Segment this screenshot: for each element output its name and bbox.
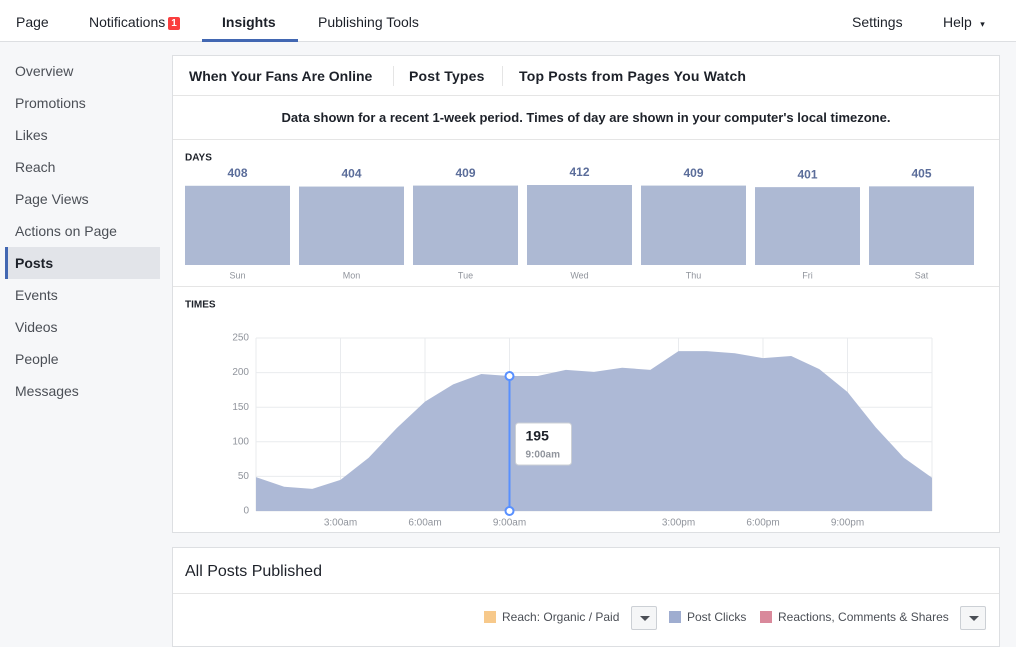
legend-item: Reach: Organic / Paid (484, 610, 619, 624)
y-tick-label: 50 (238, 471, 250, 482)
legend-label: Post Clicks (687, 610, 747, 624)
legend-item: Post Clicks (669, 610, 746, 624)
sidebar-item[interactable]: Reach (15, 159, 56, 175)
y-tick-label: 150 (232, 402, 249, 413)
area (256, 351, 932, 511)
sidebar-item[interactable]: Promotions (15, 95, 86, 111)
legend-item: Reactions, Comments & Shares (760, 610, 949, 624)
sidebar-item[interactable]: Likes (15, 127, 48, 143)
x-tick-label: Fri (802, 270, 813, 280)
divider (393, 66, 394, 86)
y-tick-label: 100 (232, 436, 249, 447)
tab[interactable]: When Your Fans Are Online (189, 68, 373, 84)
bar (527, 185, 632, 265)
sidebar-item[interactable]: Videos (15, 319, 58, 335)
sidebar-item[interactable]: Actions on Page (15, 223, 117, 239)
legend-swatch (669, 611, 681, 623)
value-label: 409 (455, 166, 475, 180)
divider (173, 95, 999, 96)
sidebar-item[interactable]: Posts (5, 247, 160, 279)
value-label: 404 (341, 167, 361, 181)
bar (641, 185, 746, 265)
value-label: 409 (683, 166, 703, 180)
nav-item[interactable]: Settings (852, 14, 903, 30)
bar (755, 187, 860, 265)
divider (173, 593, 999, 594)
tab[interactable]: Top Posts from Pages You Watch (519, 68, 747, 84)
x-tick-label: Mon (343, 270, 361, 280)
tooltip-value: 195 (526, 428, 550, 444)
y-tick-label: 0 (243, 506, 249, 517)
divider (502, 66, 503, 86)
section-title: All Posts Published (185, 563, 322, 580)
sidebar-item[interactable]: People (15, 351, 59, 367)
x-tick-label: 3:00am (324, 518, 357, 529)
bar (869, 186, 974, 265)
chart-title: DAYS (185, 153, 212, 164)
nav-item[interactable]: Page (16, 14, 49, 30)
sidebar-item[interactable]: Page Views (15, 191, 89, 207)
x-tick-label: 9:00am (493, 518, 526, 529)
divider (173, 286, 999, 287)
x-tick-label: Thu (686, 270, 702, 280)
tooltip-point (504, 371, 515, 382)
x-tick-label: 6:00pm (746, 518, 779, 529)
bar (413, 185, 518, 265)
x-tick-label: 3:00pm (662, 518, 695, 529)
divider (173, 139, 999, 140)
tooltip-base (504, 506, 515, 516)
legend-swatch (760, 611, 772, 623)
chart-title: TIMES (185, 300, 216, 311)
y-tick-label: 250 (232, 333, 249, 344)
nav-item[interactable]: Insights (222, 14, 276, 30)
x-tick-label: Sun (229, 270, 245, 280)
nav-item[interactable]: Help ▾ (943, 14, 985, 30)
tab[interactable]: Post Types (409, 68, 485, 84)
value-label: 401 (797, 167, 817, 181)
x-tick-label: Wed (570, 270, 588, 280)
y-tick-label: 200 (232, 367, 249, 378)
active-underline (202, 39, 298, 42)
top-nav: Page Notifications 1 Insights Publishing Too… (0, 0, 1016, 42)
dropdown-button[interactable] (960, 606, 986, 630)
sidebar-item[interactable]: Messages (15, 383, 79, 399)
notification-badge: 1 (168, 17, 180, 30)
sidebar-item[interactable]: Overview (15, 63, 74, 79)
x-tick-label: Tue (458, 270, 473, 280)
bar (299, 186, 404, 265)
dropdown-button[interactable] (631, 606, 657, 630)
legend-label: Reactions, Comments & Shares (778, 610, 949, 624)
sidebar-item[interactable]: Events (15, 287, 58, 303)
value-label: 408 (227, 166, 247, 180)
bar (185, 185, 290, 265)
notice: Data shown for a recent 1-week period. T… (281, 110, 891, 125)
legend-swatch (484, 611, 496, 623)
tooltip-label: 9:00am (526, 450, 561, 461)
nav-item[interactable]: Notifications 1 (89, 14, 180, 30)
value-label: 405 (911, 167, 931, 181)
x-tick-label: 6:00am (408, 518, 441, 529)
posts-panel: All Posts Published (172, 547, 1000, 647)
nav-item[interactable]: Publishing Tools (318, 14, 419, 30)
value-label: 412 (569, 165, 589, 179)
legend-label: Reach: Organic / Paid (502, 610, 620, 624)
x-tick-label: 9:00pm (831, 518, 864, 529)
tooltip-box (515, 422, 572, 466)
x-tick-label: Sat (915, 270, 929, 280)
